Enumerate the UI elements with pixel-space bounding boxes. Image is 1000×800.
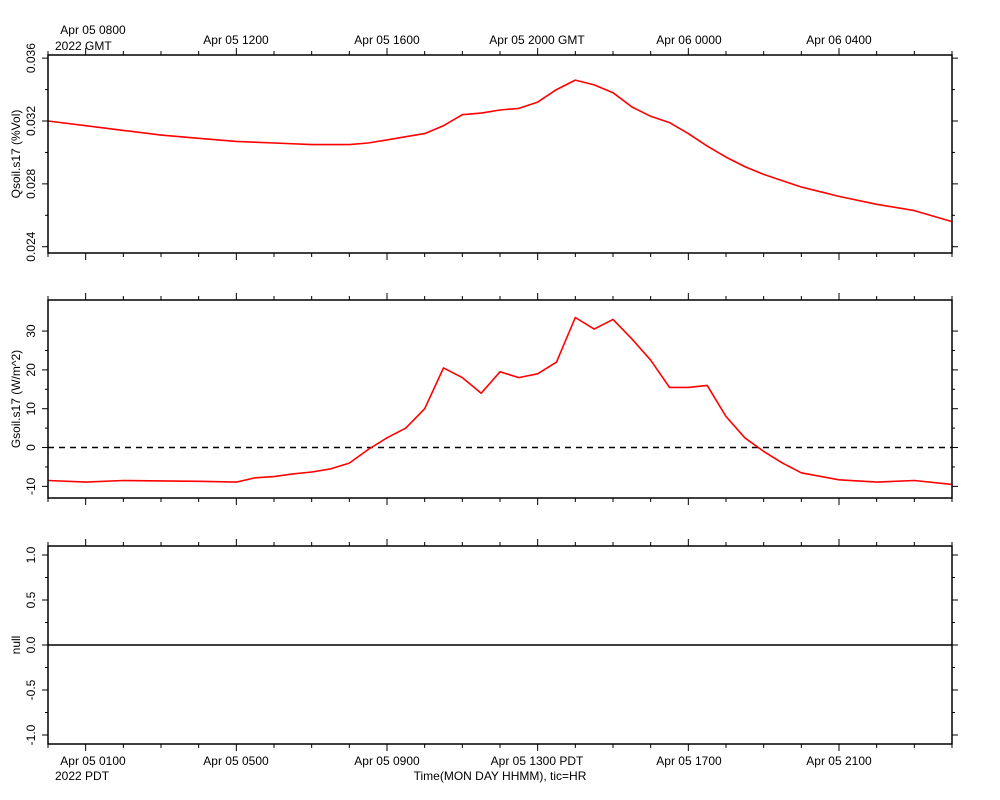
bottom-tick-label: Apr 05 1300 PDT <box>491 754 584 768</box>
panel-null: -1.0 -0.5 0.0 0.5 1.0 null <box>9 539 958 751</box>
top-tick-label: Apr 05 1200 <box>203 33 269 47</box>
y-tick-label-gsoil: 30 <box>24 324 38 338</box>
y-tick-label-qsoil: 0.028 <box>24 169 38 199</box>
y-tick-label-null: 1.0 <box>24 546 38 563</box>
plot-frame-gsoil <box>47 299 953 499</box>
y-axis-title-gsoil: Gsoil.s17 (W/m^2) <box>9 350 23 448</box>
y-tick-label-null: -1.0 <box>24 724 38 745</box>
y-tick-label-null: 0.5 <box>24 591 38 608</box>
top-axis-sublabel: 2022 GMT <box>55 39 112 53</box>
plot-frame-qsoil <box>47 54 953 254</box>
panel-qsoil: 0.024 0.028 0.032 0.036 Qsoil.s17 (%Vol) <box>9 43 958 262</box>
y-tick-label-gsoil: 10 <box>24 402 38 416</box>
series-line-qsoil <box>47 79 953 223</box>
bottom-axis-labels: Apr 05 0100 Apr 05 0500 Apr 05 0900 Apr … <box>55 754 872 783</box>
y-tick-label-gsoil: 20 <box>24 363 38 377</box>
y-tick-label-gsoil: -10 <box>24 477 38 495</box>
y-axis-title-null: null <box>9 636 23 655</box>
top-tick-label: Apr 06 0000 <box>656 33 722 47</box>
y-tick-label-null: -0.5 <box>24 679 38 700</box>
y-axis-title-qsoil: Qsoil.s17 (%Vol) <box>9 110 23 199</box>
top-tick-label: Apr 05 2000 GMT <box>489 33 585 47</box>
y-tick-label-null: 0.0 <box>24 636 38 653</box>
bottom-tick-label: Apr 05 0900 <box>354 754 420 768</box>
y-tick-label-qsoil: 0.032 <box>24 106 38 136</box>
top-axis-labels: Apr 05 0800 2022 GMT Apr 05 1200 Apr 05 … <box>55 23 872 53</box>
top-tick-label: Apr 05 1600 <box>354 33 420 47</box>
y-tick-label-gsoil: 0 <box>24 444 38 451</box>
bottom-axis-sublabel: 2022 PDT <box>55 769 110 783</box>
top-tick-label: Apr 05 0800 <box>60 23 126 37</box>
x-axis-title: Time(MON DAY HHMM), tic=HR <box>414 769 587 783</box>
plot-frame-null <box>47 545 953 745</box>
y-tick-label-qsoil: 0.036 <box>24 43 38 73</box>
top-tick-label: Apr 06 0400 <box>806 33 872 47</box>
bottom-tick-label: Apr 05 0100 <box>60 754 126 768</box>
bottom-tick-label: Apr 05 1700 <box>656 754 722 768</box>
bottom-tick-label: Apr 05 0500 <box>203 754 269 768</box>
bottom-tick-label: Apr 05 2100 <box>806 754 872 768</box>
y-tick-label-qsoil: 0.024 <box>24 231 38 261</box>
series-line-gsoil <box>47 316 953 486</box>
